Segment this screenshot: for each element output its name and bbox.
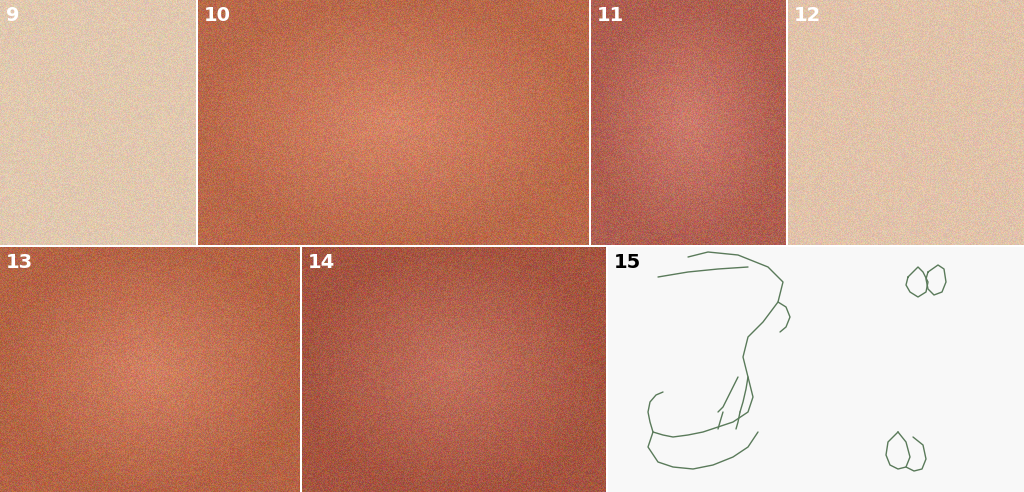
Text: 13: 13 (6, 253, 33, 272)
Text: 14: 14 (308, 253, 335, 272)
Text: 12: 12 (794, 6, 821, 25)
Text: 9: 9 (6, 6, 19, 25)
Text: 10: 10 (204, 6, 231, 25)
Text: 11: 11 (597, 6, 625, 25)
Text: 15: 15 (614, 253, 641, 272)
